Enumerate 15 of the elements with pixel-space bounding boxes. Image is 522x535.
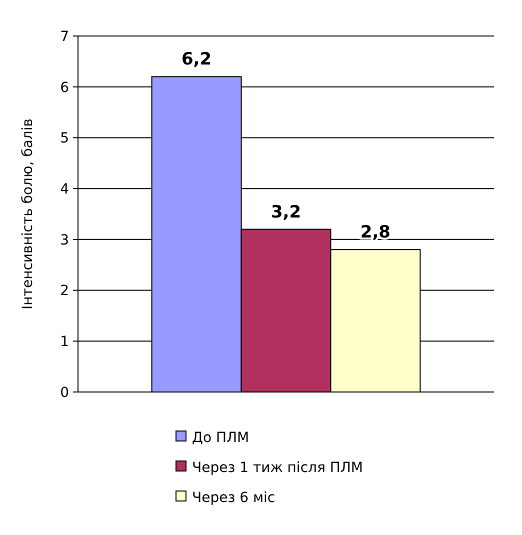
y-tick-label: 2 <box>60 283 69 300</box>
y-tick-label: 5 <box>60 130 69 147</box>
y-tick-label: 0 <box>60 384 69 401</box>
y-tick-label: 3 <box>60 232 69 248</box>
y-tick-label: 4 <box>60 181 70 198</box>
legend-label: Через 1 тиж після ПЛМ <box>192 460 363 476</box>
y-tick-label: 7 <box>60 28 69 45</box>
legend-label: До ПЛМ <box>192 430 250 446</box>
data-label: 3,2 <box>270 202 302 222</box>
y-axis-title: Інтенсивність болю, балів <box>20 118 36 310</box>
data-label: 6,2 <box>181 50 212 70</box>
y-tick-label: 6 <box>60 80 70 96</box>
data-label: 2,8 <box>360 222 391 243</box>
legend-label: Через 6 міс <box>192 490 276 506</box>
y-tick-label: 1 <box>60 334 69 350</box>
